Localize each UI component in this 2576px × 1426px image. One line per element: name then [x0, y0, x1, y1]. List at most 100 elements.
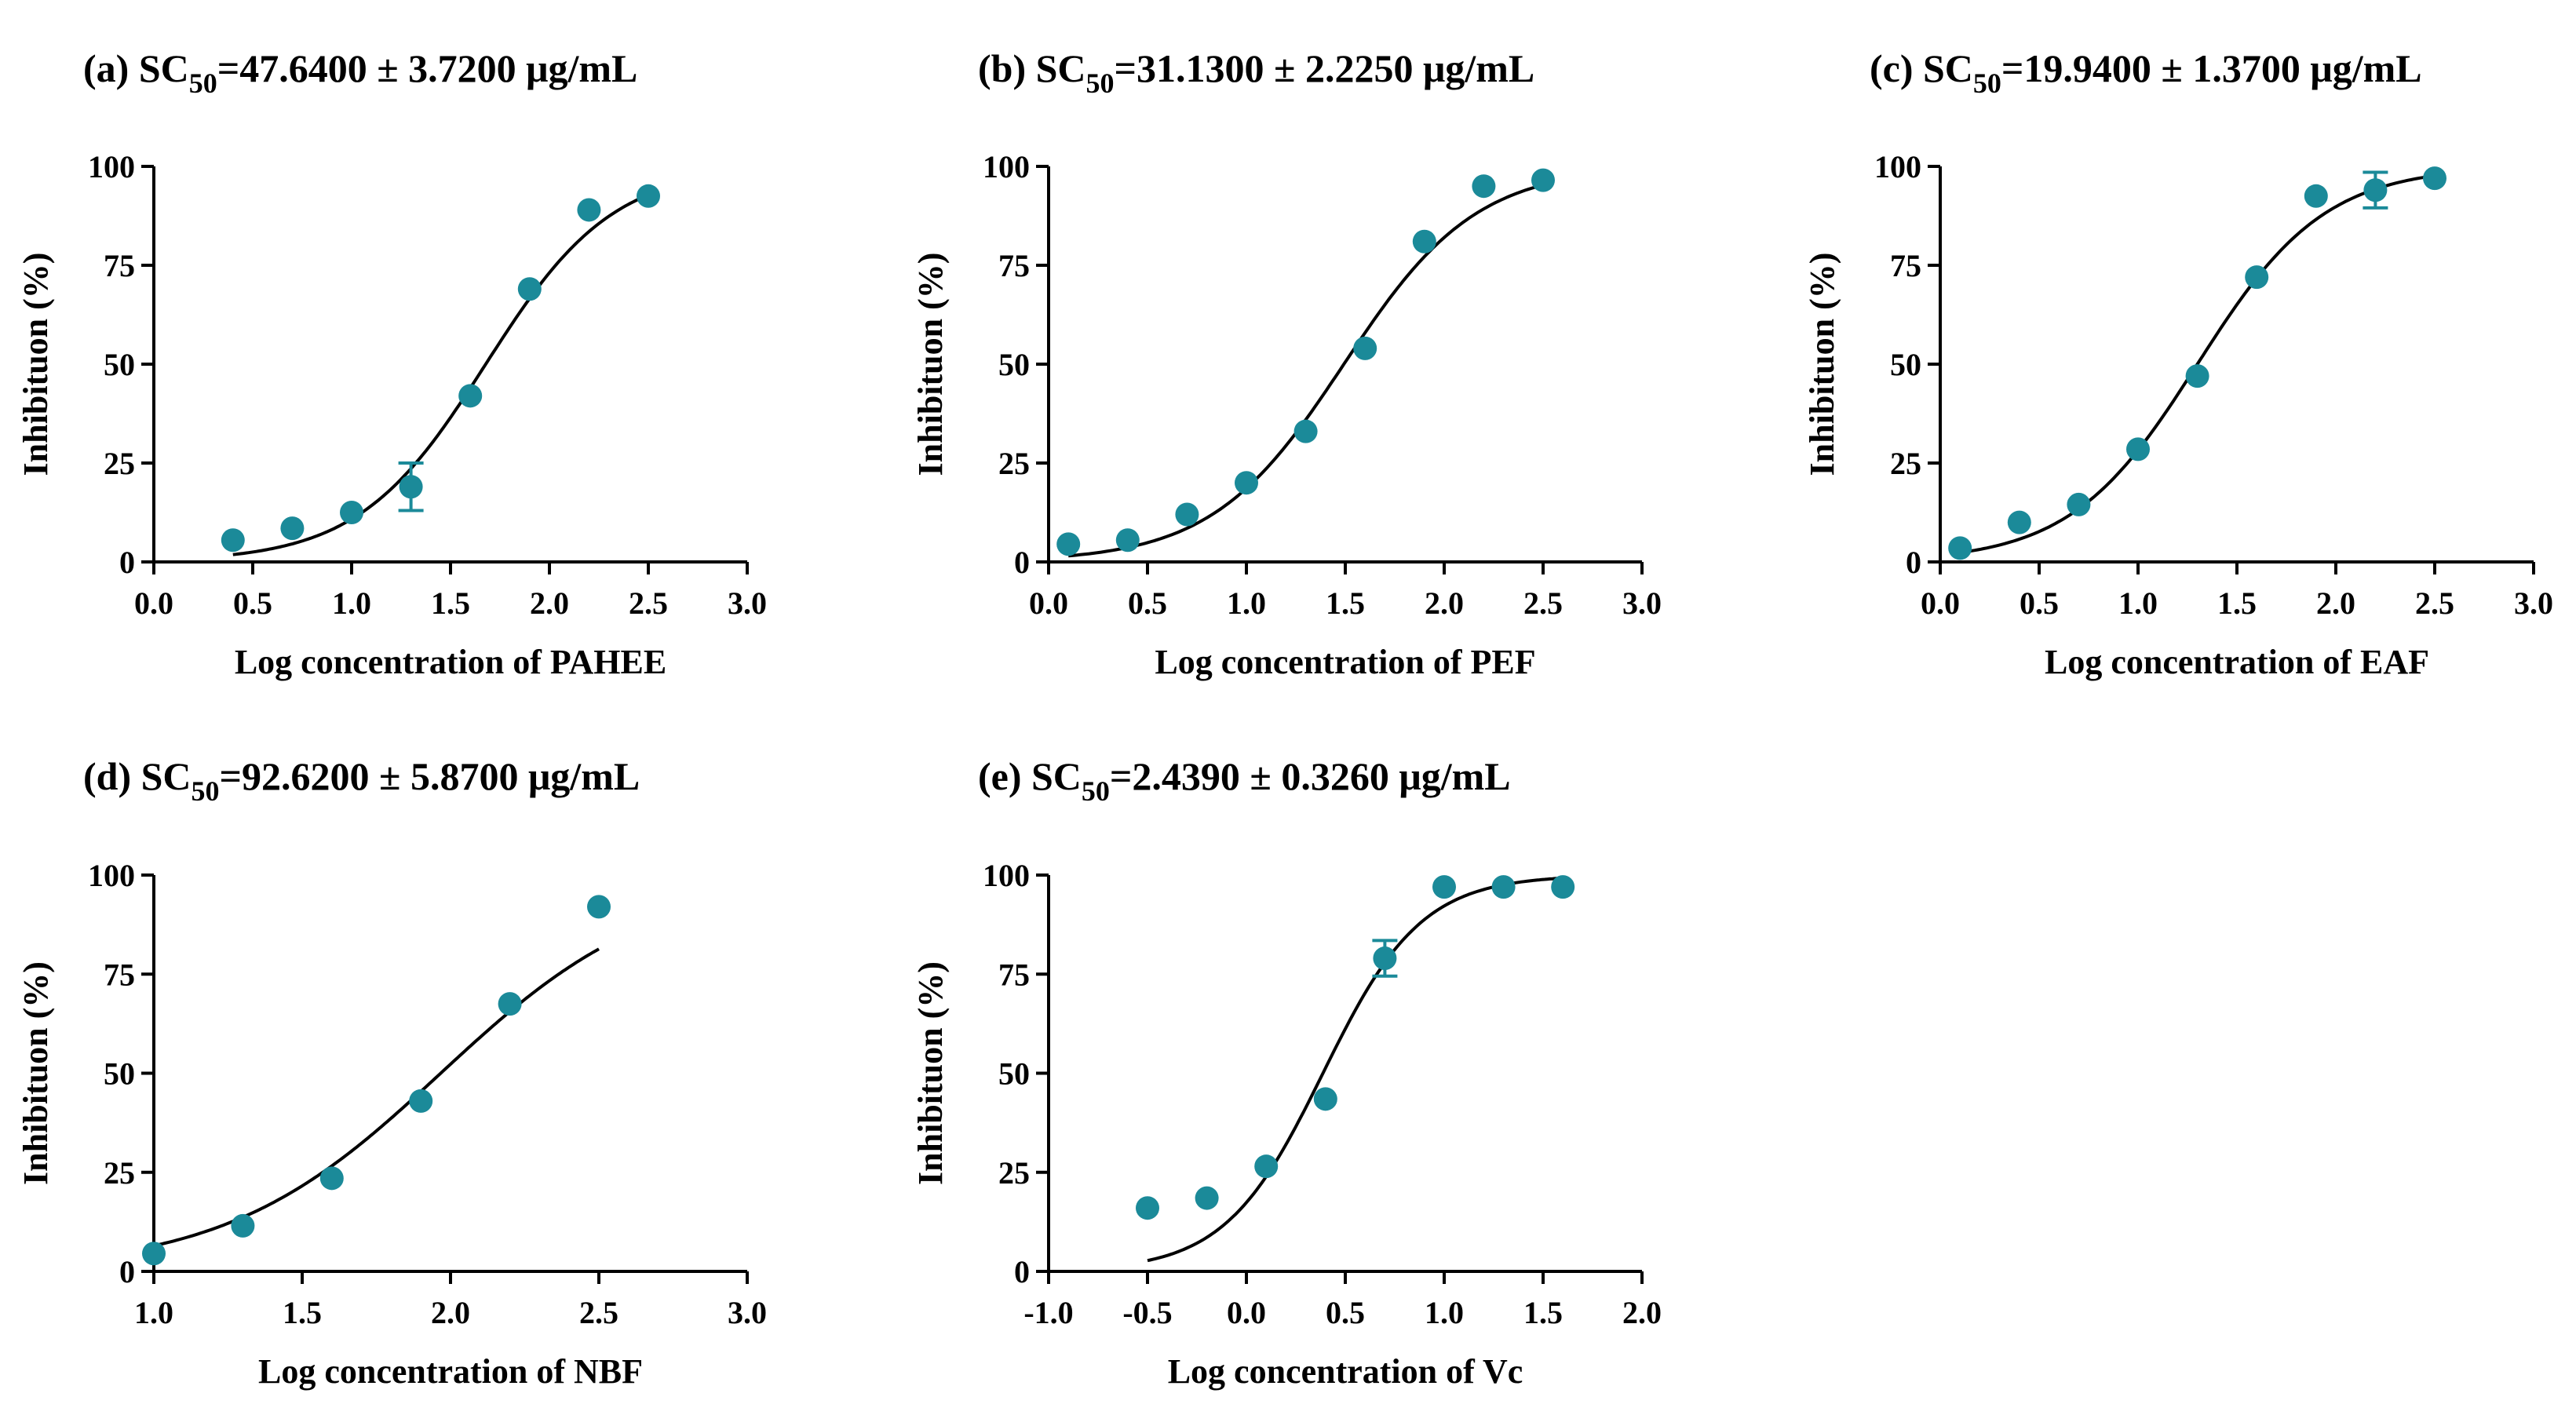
data-point — [1551, 875, 1575, 899]
x-tick-label: 1.0 — [134, 1295, 173, 1330]
fit-curve — [232, 193, 649, 556]
x-tick-label: 1.0 — [1227, 585, 1266, 621]
x-axis-label: Log concentration of Vc — [1168, 1352, 1523, 1391]
x-tick-label: 3.0 — [2514, 585, 2553, 621]
y-tick-label: 25 — [104, 446, 135, 481]
x-tick-label: 2.5 — [629, 585, 668, 621]
chart-title: (a) SC50=47.6400 ± 3.7200 μg/mL — [83, 46, 637, 99]
data-point — [1235, 471, 1258, 495]
x-tick-label: 3.0 — [728, 585, 767, 621]
x-tick-label: 2.0 — [1425, 585, 1464, 621]
x-tick-label: 0.5 — [233, 585, 272, 621]
x-tick-label: 1.5 — [283, 1295, 322, 1330]
x-tick-label: 0.0 — [1029, 585, 1068, 621]
data-point — [2185, 364, 2209, 388]
y-axis-label: Inhibituon (%) — [911, 961, 950, 1185]
chart-panel-3: (c) SC50=19.9400 ± 1.3700 μg/mL025507510… — [1803, 46, 2553, 681]
chart-panel-1: (a) SC50=47.6400 ± 3.7200 μg/mL025507510… — [16, 46, 767, 681]
y-tick-label: 50 — [104, 347, 135, 382]
title-rest: =92.6200 ± 5.8700 μg/mL — [220, 754, 640, 798]
y-axis-label: Inhibituon (%) — [16, 961, 55, 1185]
data-point — [517, 277, 542, 301]
x-tick-label: 2.0 — [1622, 1295, 1662, 1330]
y-tick-label: 25 — [998, 1155, 1030, 1191]
x-tick-label: 1.0 — [2118, 585, 2158, 621]
data-point — [1293, 419, 1318, 443]
data-point — [2423, 166, 2446, 191]
title-subscript: 50 — [189, 67, 217, 99]
y-tick-label: 0 — [1014, 545, 1030, 580]
y-tick-label: 0 — [1014, 1254, 1030, 1289]
data-point — [577, 198, 601, 222]
x-tick-label: 2.5 — [579, 1295, 618, 1330]
data-point — [2304, 184, 2328, 208]
data-point — [1472, 174, 1496, 199]
title-subscript: 50 — [1973, 67, 2001, 99]
data-point — [1254, 1154, 1279, 1179]
data-point — [1195, 1186, 1219, 1210]
data-point — [2067, 492, 2091, 516]
chart-title: (e) SC50=2.4390 ± 0.3260 μg/mL — [978, 754, 1511, 807]
data-point — [1531, 168, 1555, 192]
data-point — [458, 384, 483, 408]
data-point — [2126, 437, 2150, 461]
data-point — [1056, 532, 1081, 556]
data-point — [1313, 1087, 1337, 1111]
data-point — [231, 1213, 255, 1238]
data-point — [637, 184, 660, 208]
title-prefix: SC — [139, 46, 189, 90]
data-point — [587, 895, 611, 919]
x-tick-label: 1.0 — [332, 585, 371, 621]
y-tick-label: 100 — [88, 858, 135, 893]
chart-panel-4: (d) SC50=92.6200 ± 5.8700 μg/mL025507510… — [16, 754, 767, 1391]
panel-label: (d) — [83, 754, 141, 798]
y-tick-label: 25 — [104, 1155, 135, 1191]
title-rest: =19.9400 ± 1.3700 μg/mL — [2001, 46, 2422, 90]
x-axis-label: Log concentration of EAF — [2045, 643, 2429, 681]
title-prefix: SC — [1036, 46, 1086, 90]
title-subscript: 50 — [192, 775, 220, 807]
y-tick-label: 50 — [998, 1056, 1030, 1092]
panel-label: (e) — [978, 754, 1031, 798]
title-prefix: SC — [1923, 46, 1973, 90]
data-point — [1412, 229, 1436, 253]
y-tick-label: 50 — [104, 1056, 135, 1092]
x-tick-label: 1.5 — [431, 585, 470, 621]
y-tick-label: 0 — [119, 1254, 135, 1289]
title-rest: =47.6400 ± 3.7200 μg/mL — [217, 46, 638, 90]
x-axis-label: Log concentration of NBF — [258, 1352, 643, 1391]
y-tick-label: 75 — [998, 248, 1030, 283]
x-tick-label: 2.0 — [2316, 585, 2355, 621]
x-tick-label: 0.5 — [2020, 585, 2059, 621]
y-axis-label: Inhibituon (%) — [911, 253, 950, 476]
data-point — [2007, 510, 2031, 534]
data-point — [1353, 336, 1377, 360]
title-prefix: SC — [1031, 754, 1082, 798]
data-point — [1491, 875, 1516, 899]
x-tick-label: 1.5 — [1326, 585, 1365, 621]
y-tick-label: 100 — [983, 149, 1030, 184]
data-point — [399, 475, 423, 499]
data-point — [1373, 946, 1397, 971]
data-point — [280, 516, 305, 541]
x-tick-label: -1.0 — [1023, 1295, 1073, 1330]
x-tick-label: 0.0 — [134, 585, 173, 621]
x-tick-label: 0.0 — [1921, 585, 1960, 621]
data-point — [1432, 875, 1456, 899]
data-point — [340, 501, 363, 524]
y-tick-label: 0 — [119, 545, 135, 580]
panel-label: (a) — [83, 46, 139, 90]
data-point — [2245, 265, 2269, 290]
y-tick-label: 75 — [1890, 248, 1921, 283]
y-tick-label: 25 — [998, 446, 1030, 481]
title-rest: =2.4390 ± 0.3260 μg/mL — [1110, 754, 1511, 798]
y-tick-label: 100 — [88, 149, 135, 184]
x-tick-label: 2.0 — [431, 1295, 470, 1330]
data-point — [2363, 178, 2388, 202]
chart-title: (c) SC50=19.9400 ± 1.3700 μg/mL — [1870, 46, 2422, 99]
x-axis-label: Log concentration of PEF — [1155, 643, 1535, 681]
data-point — [1136, 1196, 1159, 1220]
title-prefix: SC — [141, 754, 192, 798]
chart-panel-5: (e) SC50=2.4390 ± 0.3260 μg/mL0255075100… — [911, 754, 1662, 1391]
